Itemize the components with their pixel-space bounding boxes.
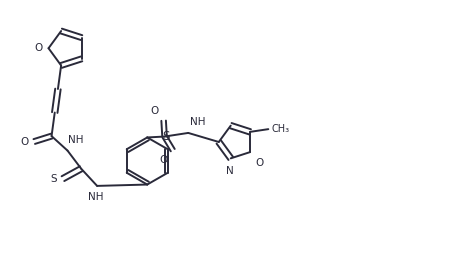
Text: O: O <box>21 136 29 147</box>
Text: O: O <box>255 158 264 168</box>
Text: NH: NH <box>190 117 206 126</box>
Text: O: O <box>159 155 167 165</box>
Text: NH: NH <box>69 135 84 145</box>
Text: CH₃: CH₃ <box>271 124 289 134</box>
Text: N: N <box>226 166 234 176</box>
Text: NH: NH <box>89 192 104 202</box>
Text: S: S <box>163 130 170 143</box>
Text: S: S <box>50 174 57 184</box>
Text: O: O <box>34 43 42 53</box>
Text: O: O <box>150 106 158 116</box>
